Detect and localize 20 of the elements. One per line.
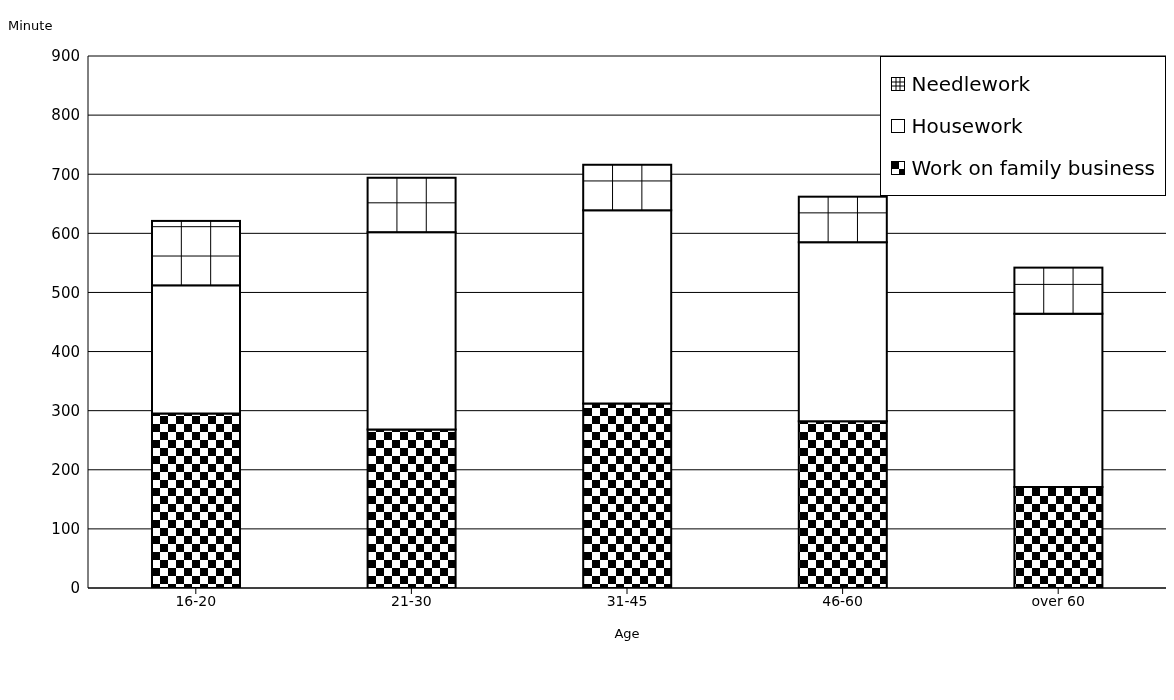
legend-label: Needlework xyxy=(911,71,1030,98)
legend-label: Work on family business xyxy=(911,155,1155,182)
x-tick-label: over 60 xyxy=(1031,592,1085,609)
y-tick-label: 200 xyxy=(51,461,80,480)
y-tick-label: 500 xyxy=(51,283,80,302)
y-tick-label: 700 xyxy=(51,165,80,184)
x-tick-label: 16-20 xyxy=(175,592,217,609)
x-tick-label: 46-60 xyxy=(822,592,863,609)
y-axis-title: Minute xyxy=(8,18,53,33)
x-axis-title: Age xyxy=(614,626,640,641)
y-tick-label: 0 xyxy=(70,579,80,598)
x-tick-label: 31-45 xyxy=(606,592,648,609)
y-tick-label: 400 xyxy=(51,342,80,361)
y-tick-label: 800 xyxy=(51,106,80,125)
y-tick-label: 900 xyxy=(51,47,80,66)
y-tick-label: 300 xyxy=(51,401,80,420)
x-tick-label: 21-30 xyxy=(391,592,432,609)
y-tick-label: 600 xyxy=(51,224,80,243)
y-tick-label: 100 xyxy=(51,520,80,539)
legend-label: Housework xyxy=(911,113,1023,140)
